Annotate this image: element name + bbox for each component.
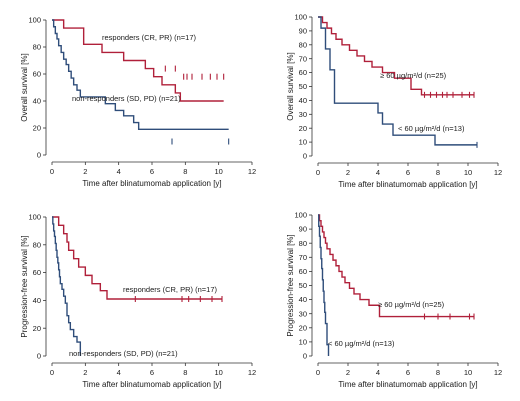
panel2-y-tick-label: 10	[299, 138, 307, 147]
panel4-x-tick-label: 8	[436, 368, 440, 377]
panel4-y-tick-label: 10	[299, 338, 307, 347]
panel4-x-axis-label: Time after blinatumomab application [y]	[338, 380, 477, 389]
panel3-y-tick-label: 80	[33, 240, 41, 249]
panel2-x-tick-label: 0	[316, 168, 320, 177]
panel1-y-tick-label: 60	[33, 70, 41, 79]
panel4-series-1-label: ≥ 60 µg/m²/d (n=25)	[378, 300, 445, 309]
panel3-series-1-line	[52, 216, 222, 300]
panel4-y-tick-label: 80	[299, 239, 307, 248]
panel3-x-tick-label: 2	[83, 368, 87, 377]
panel1-series-2-label: non-responders (SD, PD) (n=21)	[72, 94, 181, 103]
panel1-y-axis-label: Overall survival [%]	[20, 53, 29, 121]
panel4-x-tick-label: 0	[316, 368, 320, 377]
panel3-y-tick-label: 60	[33, 268, 41, 277]
panel2-y-tick-label: 90	[299, 27, 307, 36]
panel4-y-tick-label: 0	[303, 352, 307, 361]
panel2-y-tick-label: 30	[299, 110, 307, 119]
panel4-x-tick-label: 2	[346, 368, 350, 377]
panel3-series-2-line	[52, 216, 82, 356]
panel4-x-tick-label: 6	[406, 368, 410, 377]
panel4-y-tick-label: 100	[294, 211, 307, 220]
panel2-x-tick-label: 12	[494, 168, 502, 177]
panel4-y-tick-label: 90	[299, 225, 307, 234]
panel4-y-tick-label: 60	[299, 267, 307, 276]
panel4-y-tick-label: 20	[299, 323, 307, 332]
panel2-y-tick-label: 80	[299, 40, 307, 49]
panel3-series-1-label: responders (CR, PR) (n=17)	[123, 285, 217, 294]
panel1-x-tick-label: 4	[117, 167, 121, 176]
panel4-series-2-label: < 60 µg/m²/d (n=13)	[328, 339, 395, 348]
panel4-x-tick-label: 12	[494, 368, 502, 377]
panel1-x-tick-label: 2	[83, 167, 87, 176]
panel2-series-2-line	[318, 16, 477, 146]
panel1-series-1-label: responders (CR, PR) (n=17)	[102, 33, 196, 42]
panel2-y-tick-label: 50	[299, 82, 307, 91]
panel1-y-tick-label: 100	[28, 16, 41, 25]
panel4-y-tick-label: 30	[299, 309, 307, 318]
panel1-series-1-line	[52, 19, 224, 102]
panel2-x-tick-label: 10	[464, 168, 472, 177]
panel2-series-1-label: ≥ 60 µg/m²/d (n=25)	[380, 71, 447, 80]
panel3-x-axis-label: Time after blinatumomab application [y]	[82, 380, 221, 389]
panel3-x-tick-label: 4	[117, 368, 121, 377]
panel1-x-axis-label: Time after blinatumomab application [y]	[82, 179, 221, 188]
panel1-y-tick-label: 40	[33, 97, 41, 106]
panel2-series-1-line	[318, 16, 474, 96]
panel3-x-tick-label: 6	[150, 368, 154, 377]
panel2-x-axis-label: Time after blinatumomab application [y]	[338, 180, 477, 189]
panel3-y-tick-label: 100	[28, 213, 41, 222]
panel2-y-tick-label: 100	[294, 13, 307, 22]
panel4-y-tick-label: 70	[299, 253, 307, 262]
panel1-x-tick-label: 0	[50, 167, 54, 176]
panel2-x-tick-label: 4	[376, 168, 380, 177]
panel1-y-tick-label: 80	[33, 43, 41, 52]
panel3-y-tick-label: 40	[33, 296, 41, 305]
panel4-series-1-line	[318, 214, 474, 318]
panel4-x-tick-label: 4	[376, 368, 380, 377]
panel3-series-2-label: non-responders (SD, PD) (n=21)	[69, 349, 178, 358]
panel2-y-tick-label: 40	[299, 96, 307, 105]
panel2-x-tick-label: 6	[406, 168, 410, 177]
panel1-x-tick-label: 10	[214, 167, 222, 176]
panel3-x-tick-label: 12	[248, 368, 256, 377]
panel3-y-axis-label: Progression-free survival [%]	[20, 235, 29, 337]
panel2-y-axis-label: Overall survival [%]	[286, 52, 295, 120]
panel2-x-tick-label: 2	[346, 168, 350, 177]
panel4-series-2-line	[318, 214, 330, 356]
panel3-x-tick-label: 10	[214, 368, 222, 377]
panel3-y-tick-label: 0	[37, 352, 41, 361]
panel1-x-tick-label: 8	[183, 167, 187, 176]
panel2-y-tick-label: 60	[299, 68, 307, 77]
panel2-y-tick-label: 20	[299, 124, 307, 133]
panel1-y-tick-label: 20	[33, 124, 41, 133]
panel2-series-2-label: < 60 µg/m²/d (n=13)	[398, 124, 465, 133]
panel2-x-tick-label: 8	[436, 168, 440, 177]
panel1-x-tick-label: 6	[150, 167, 154, 176]
panel1-series-2-line	[52, 19, 229, 131]
panel2-y-tick-label: 70	[299, 54, 307, 63]
panel4-y-tick-label: 40	[299, 295, 307, 304]
panel3-y-tick-label: 20	[33, 324, 41, 333]
panel4-y-tick-label: 50	[299, 281, 307, 290]
panel1-x-tick-label: 12	[248, 167, 256, 176]
panel2-y-tick-label: 0	[303, 152, 307, 161]
panel3-x-tick-label: 8	[183, 368, 187, 377]
panel1-y-tick-label: 0	[37, 151, 41, 160]
panel4-y-axis-label: Progression-free survival [%]	[286, 234, 295, 336]
panel4-x-tick-label: 10	[464, 368, 472, 377]
panel3-x-tick-label: 0	[50, 368, 54, 377]
